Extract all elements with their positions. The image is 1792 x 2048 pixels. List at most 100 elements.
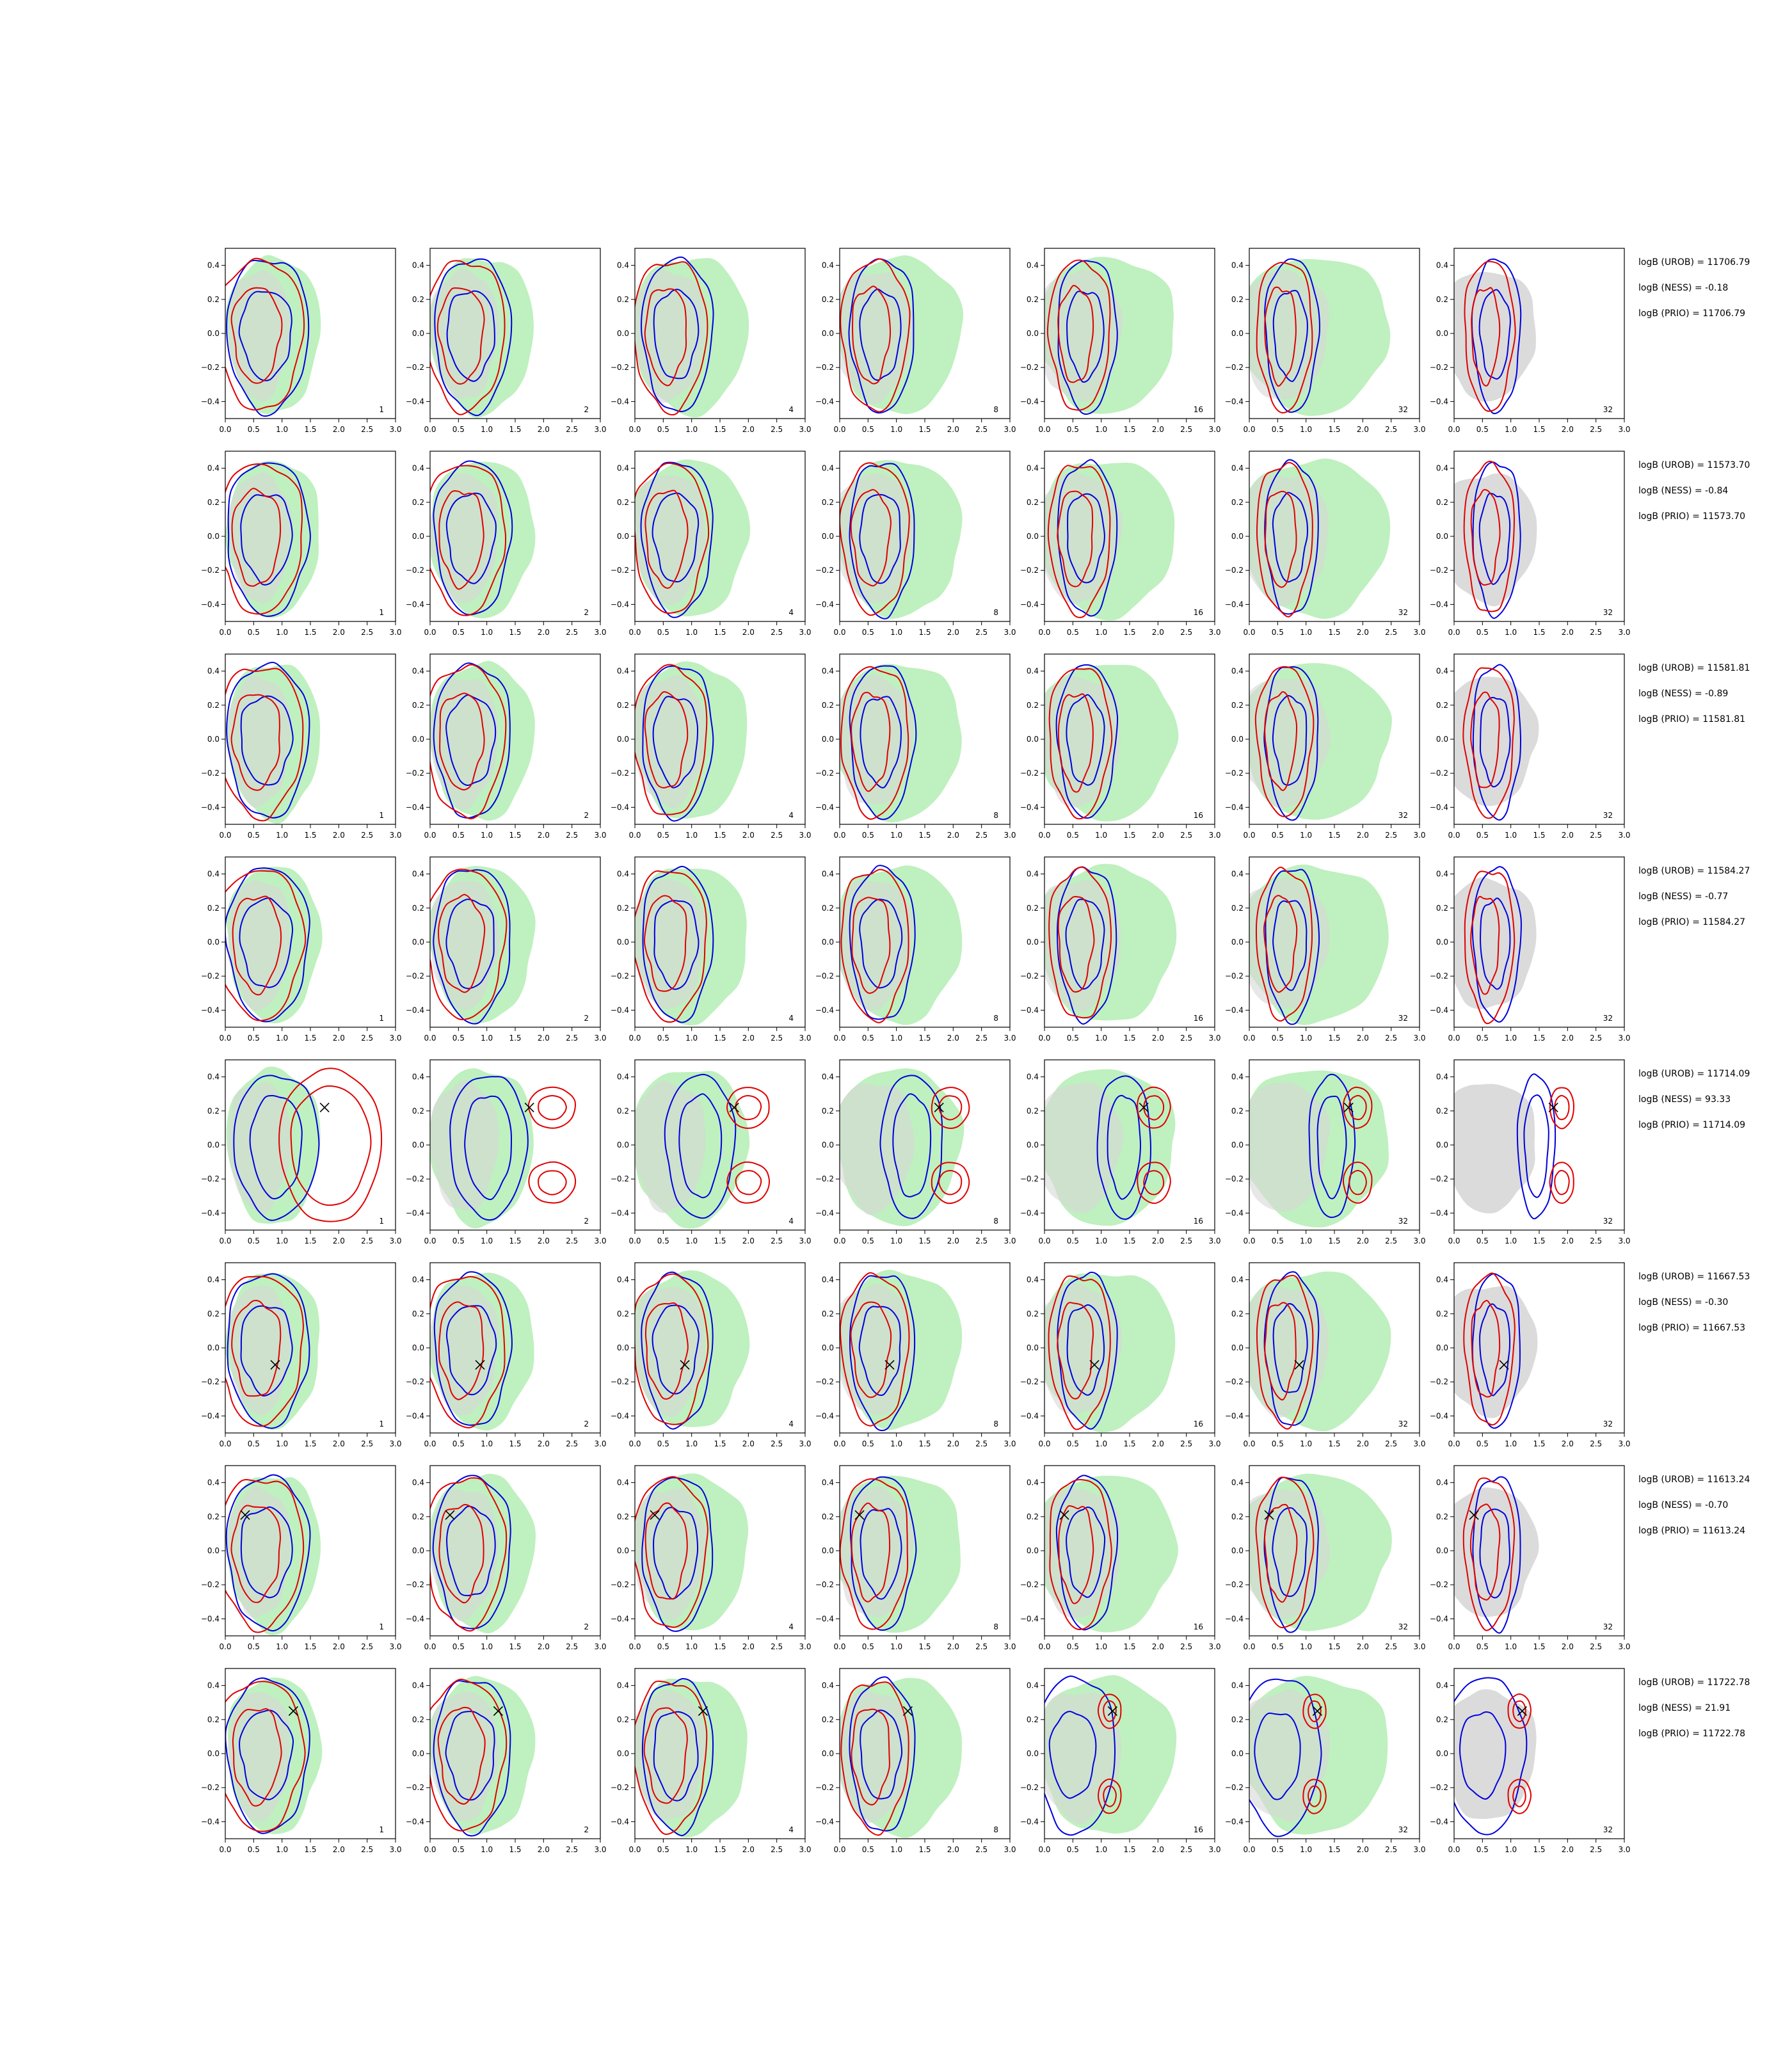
x-tick-label: 2.0 <box>947 628 959 637</box>
x-tick-label: 1.5 <box>714 831 726 840</box>
y-tick-label: 0.2 <box>207 904 220 913</box>
x-tick-label: 1.0 <box>1095 1439 1107 1448</box>
x-tick-label: 1.5 <box>1123 1439 1135 1448</box>
x-tick-label: 1.0 <box>1300 628 1312 637</box>
x-tick-label: 2.5 <box>975 628 988 637</box>
y-tick-label: 0.2 <box>1027 1309 1039 1318</box>
y-tick-label: 0.0 <box>207 329 220 338</box>
panel: 0.0 0.5 1.0 1.5 2.0 2.5 3.0 0.4 0.2 0.0 −0.2 −0.4 2 <box>406 1668 607 1854</box>
x-tick-label: 1.5 <box>1533 1845 1545 1854</box>
x-tick-label: 3.0 <box>594 628 606 637</box>
x-tick-label: 0.0 <box>833 1236 845 1245</box>
logb-prio-label: logB (PRIO) = 11613.24 <box>1638 1526 1746 1536</box>
y-tick-label: 0.2 <box>1027 1715 1039 1724</box>
y-tick-label: 0.2 <box>1436 1715 1448 1724</box>
y-tick-label: 0.4 <box>412 464 424 473</box>
panel-label: 32 <box>1398 1217 1408 1226</box>
red-contour <box>225 1479 305 1633</box>
blue-contour <box>652 1304 700 1395</box>
x-tick-label: 1.0 <box>481 1236 493 1245</box>
x-tick-label: 2.0 <box>742 628 755 637</box>
red-contour <box>1254 666 1315 817</box>
x-tick-label: 2.5 <box>1385 425 1397 434</box>
panel-label: 32 <box>1603 1825 1613 1834</box>
x-tick-label: 3.0 <box>1618 1236 1630 1245</box>
panel: 0.0 0.5 1.0 1.5 2.0 2.5 3.0 0.4 0.2 0.0 −0.2 −0.4 2 <box>406 248 607 434</box>
x-tick-label: 2.5 <box>361 1439 373 1448</box>
red-contour <box>1464 260 1516 412</box>
x-tick-label: 1.0 <box>481 628 493 637</box>
x-tick-label: 2.5 <box>1385 1236 1397 1245</box>
truth-marker <box>1517 1706 1527 1716</box>
panel: 0.0 0.5 1.0 1.5 2.0 2.5 3.0 0.4 0.2 0.0 −0.2 −0.4 32 <box>1430 1059 1631 1245</box>
panel: 0.0 0.5 1.0 1.5 2.0 2.5 3.0 0.4 0.2 0.0 −0.2 −0.4 4 <box>611 1668 812 1854</box>
red-contour <box>851 897 891 994</box>
y-tick-label: 0.4 <box>1231 464 1244 473</box>
y-tick-label: 0.4 <box>207 464 220 473</box>
blue-contour <box>225 1677 310 1834</box>
x-tick-label: 0.0 <box>1038 425 1050 434</box>
logb-ness-label: logB (NESS) = 21.91 <box>1638 1703 1731 1713</box>
x-tick-label: 1.5 <box>304 628 316 637</box>
red-contour <box>1048 867 1112 1019</box>
y-tick-label: −0.2 <box>1430 1174 1448 1183</box>
x-tick-label: 0.5 <box>657 628 669 637</box>
blue-contour <box>640 461 714 618</box>
panel: 0.0 0.5 1.0 1.5 2.0 2.5 3.0 0.4 0.2 0.0 −0.2 −0.4 16 <box>1020 1668 1221 1854</box>
y-tick-label: −0.4 <box>1225 803 1244 812</box>
x-tick-label: 3.0 <box>389 628 401 637</box>
truth-marker <box>650 1510 660 1520</box>
blue-contour <box>1523 1094 1549 1198</box>
panel-label: 32 <box>1603 1420 1613 1428</box>
panel-label: 2 <box>584 1825 589 1834</box>
x-tick-label: 3.0 <box>389 1845 401 1854</box>
y-tick-label: 0.2 <box>617 1512 629 1521</box>
y-tick-label: 0.2 <box>822 1715 834 1724</box>
red-contour <box>1462 667 1515 819</box>
red-contour <box>1057 490 1094 588</box>
panel-label: 4 <box>788 608 794 617</box>
x-tick-label: 0.0 <box>219 425 231 434</box>
red-contour <box>726 1087 770 1129</box>
x-tick-label: 1.0 <box>1300 1034 1312 1043</box>
x-tick-label: 0.0 <box>219 1439 231 1448</box>
y-tick-label: 0.0 <box>1027 938 1039 947</box>
y-tick-label: 0.4 <box>412 1681 424 1690</box>
y-tick-label: 0.4 <box>617 261 629 270</box>
x-tick-label: 2.5 <box>1590 1642 1602 1651</box>
x-tick-label: 2.0 <box>742 1034 755 1043</box>
x-tick-label: 2.5 <box>1590 1845 1602 1854</box>
x-tick-label: 0.0 <box>1243 1642 1255 1651</box>
x-tick-label: 3.0 <box>799 1236 811 1245</box>
x-tick-label: 1.5 <box>509 1439 521 1448</box>
y-tick-label: −0.4 <box>815 803 834 812</box>
x-tick-label: 2.0 <box>742 1845 755 1854</box>
x-tick-label: 3.0 <box>389 425 401 434</box>
panel: 0.0 0.5 1.0 1.5 2.0 2.5 3.0 0.4 0.2 0.0 −0.2 −0.4 32 <box>1225 1668 1426 1854</box>
x-tick-label: 0.0 <box>219 1236 231 1245</box>
x-tick-label: 0.0 <box>424 1034 436 1043</box>
y-tick-label: −0.4 <box>1020 1411 1039 1420</box>
x-tick-label: 2.0 <box>538 1439 550 1448</box>
red-contour <box>1512 1700 1526 1722</box>
blue-contour <box>664 1073 737 1219</box>
y-tick-label: −0.4 <box>1020 1005 1039 1014</box>
blue-contour <box>445 694 497 787</box>
y-tick-label: 0.2 <box>1027 1107 1039 1116</box>
y-tick-label: −0.2 <box>1020 769 1039 778</box>
x-tick-label: 3.0 <box>1004 1642 1016 1651</box>
red-contour <box>1137 1162 1171 1204</box>
x-tick-label: 3.0 <box>1004 1439 1016 1448</box>
y-tick-label: 0.2 <box>822 1309 834 1318</box>
red-contour <box>1046 259 1111 411</box>
y-tick-label: −0.4 <box>1225 1614 1244 1623</box>
x-tick-label: 1.5 <box>1328 1845 1340 1854</box>
blue-contour <box>860 1508 902 1600</box>
x-tick-label: 0.5 <box>1272 628 1284 637</box>
x-tick-label: 1.5 <box>1123 1845 1135 1854</box>
x-tick-label: 0.5 <box>1272 1236 1284 1245</box>
y-tick-label: 0.4 <box>412 870 424 879</box>
y-tick-label: 0.4 <box>617 1276 629 1284</box>
x-tick-label: 3.0 <box>389 1236 401 1245</box>
panel-label: 8 <box>993 1622 998 1631</box>
